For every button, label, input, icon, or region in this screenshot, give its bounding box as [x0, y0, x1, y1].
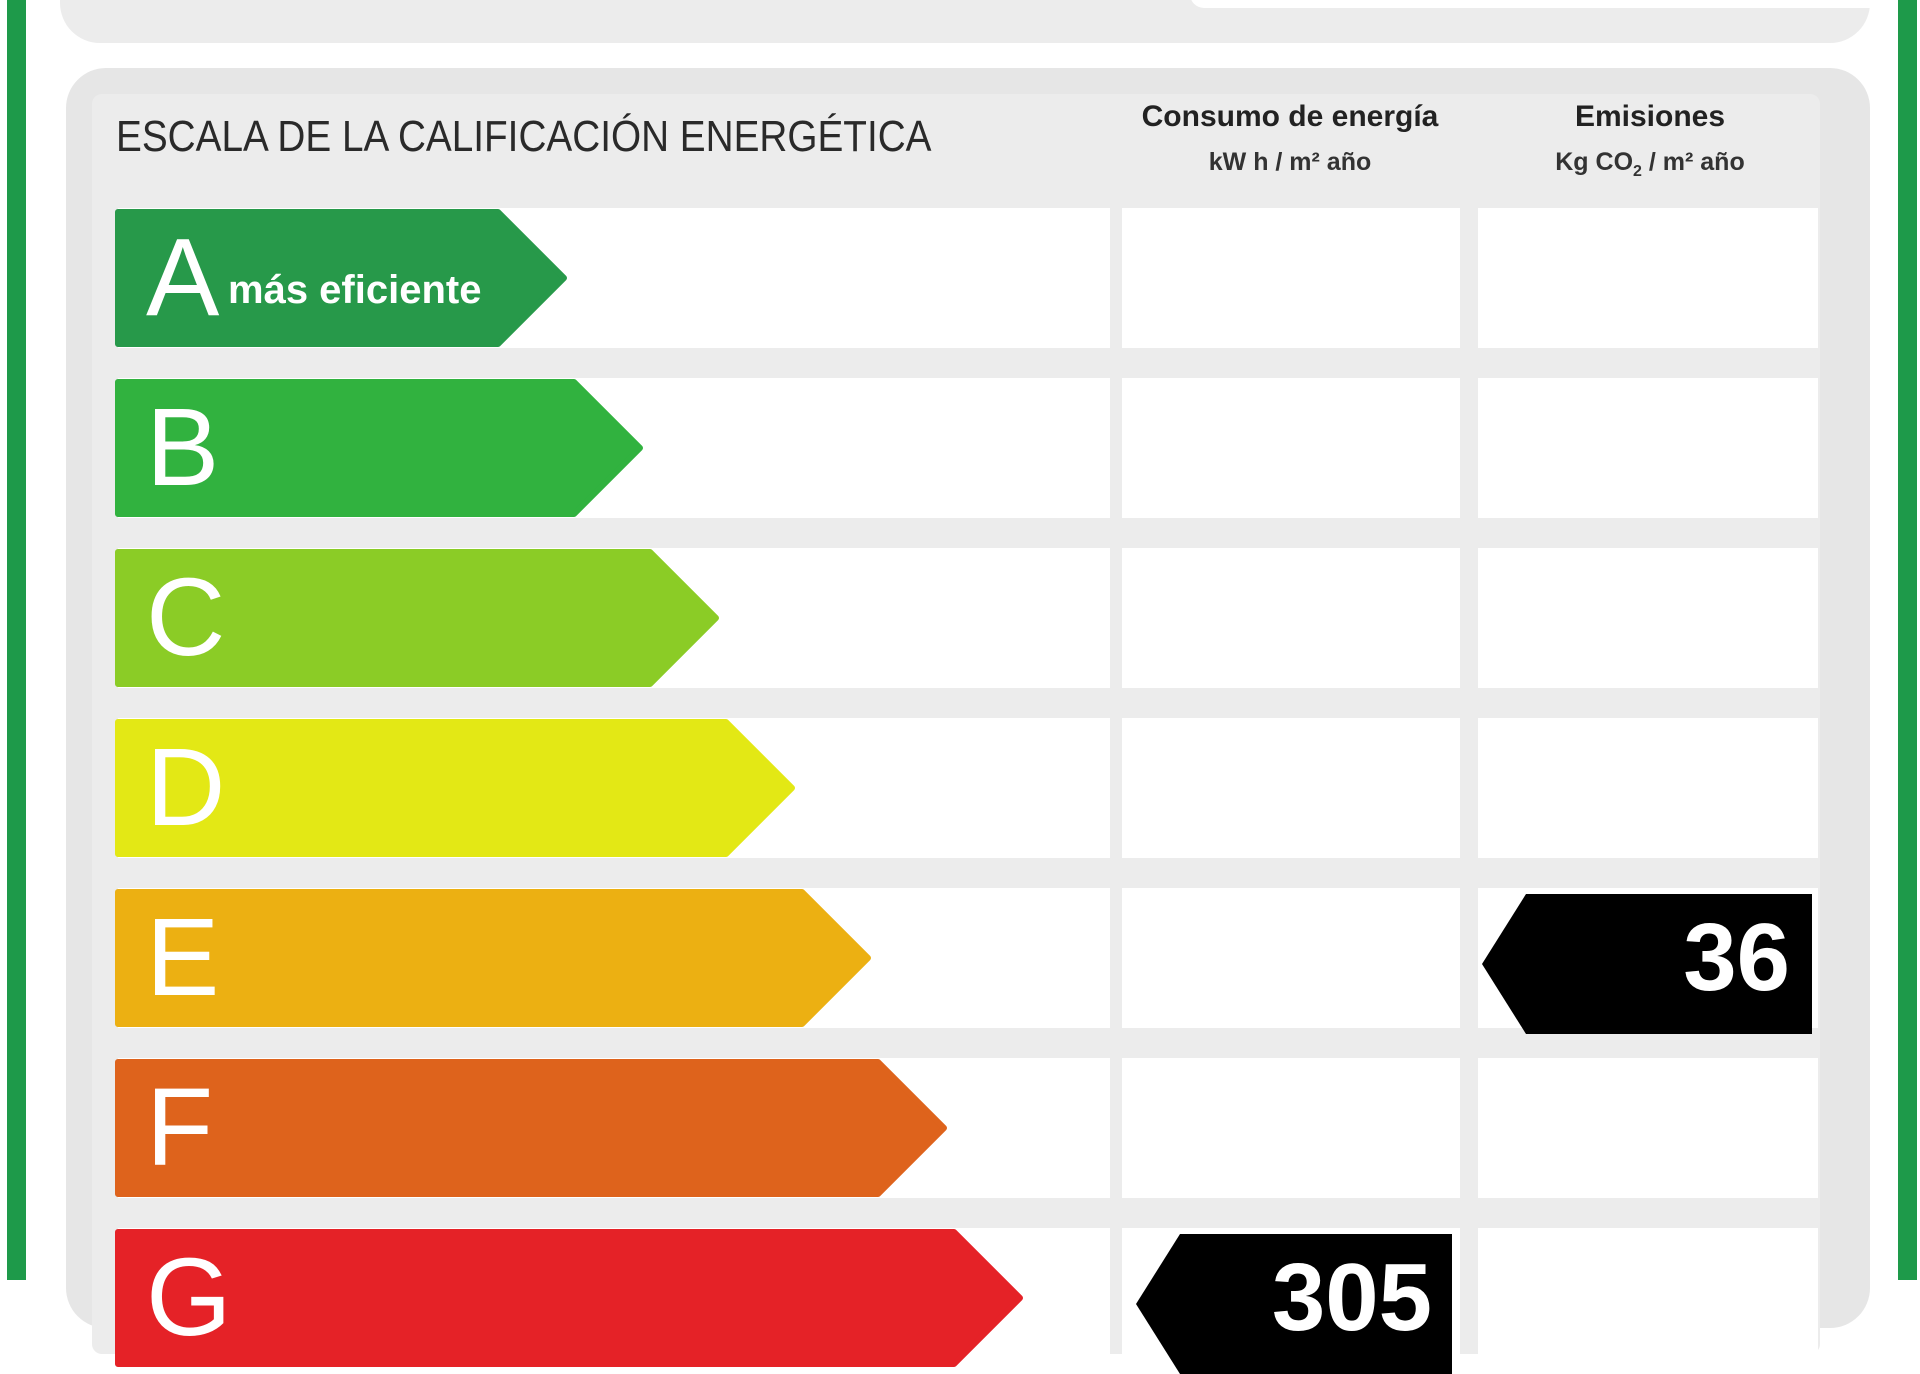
rating-arrow-shape: [115, 889, 871, 1027]
emissions-cell: [1478, 208, 1818, 348]
rating-bar-cell: C: [115, 548, 1110, 688]
energy-column-title: Consumo de energía: [1141, 100, 1439, 133]
rating-letter: D: [146, 726, 226, 849]
rating-arrow-b: [115, 379, 643, 517]
rating-letter: C: [146, 556, 226, 679]
emissions-cell: 36: [1478, 888, 1818, 1034]
rating-bar-cell: D: [115, 718, 1110, 858]
energy-cell: [1122, 208, 1460, 348]
rating-row-d: D: [115, 718, 1820, 858]
frame-left-border: [0, 0, 26, 1280]
energy-cell: [1122, 548, 1460, 688]
rating-arrow-shape: [115, 379, 643, 517]
rating-arrow-e: [115, 889, 871, 1027]
top-panel: [60, 0, 1887, 43]
rating-arrow-g: [115, 1229, 1023, 1367]
scale-title: ESCALA DE LA CALIFICACIÓN ENERGÉTICA: [116, 112, 932, 161]
rating-arrow-shape: [115, 719, 795, 857]
rating-arrow-f: [115, 1059, 947, 1197]
rating-bar-cell: E: [115, 888, 1110, 1028]
emissions-cell: [1478, 548, 1818, 688]
rating-arrow-d: [115, 719, 795, 857]
emissions-column-title: Emisiones: [1574, 100, 1726, 133]
rating-letter: A: [146, 216, 220, 339]
top-field: [1190, 0, 1887, 8]
energy-value: 305: [1271, 1244, 1432, 1351]
energy-cell: 305: [1122, 1228, 1460, 1374]
frame-right-border: [1898, 0, 1920, 1280]
emissions-cell: [1478, 1228, 1818, 1368]
rating-arrow-shape: [115, 1229, 1023, 1367]
rating-sublabel: más eficiente: [228, 268, 482, 312]
rating-letter: G: [146, 1236, 232, 1359]
emissions-indicator-shape: [1482, 894, 1812, 1034]
rating-arrow-shape: [115, 1059, 947, 1197]
rating-row-b: B: [115, 378, 1820, 518]
emissions-cell: [1478, 1058, 1818, 1198]
energy-column-unit: kW h / m² año: [1208, 148, 1372, 176]
emissions-unit-suffix: / m² año: [1641, 148, 1745, 176]
rating-arrow-c: [115, 549, 719, 687]
rating-letter: E: [146, 896, 220, 1019]
rating-row-f: F: [115, 1058, 1820, 1198]
rating-row-e: E 36: [115, 888, 1820, 1034]
rating-row-g: G 305: [115, 1228, 1820, 1374]
rating-row-c: C: [115, 548, 1820, 688]
emissions-column-unit: Kg CO2 / m² año: [1480, 140, 1820, 194]
emissions-indicator-arrow: [1482, 894, 1812, 1034]
emissions-unit-prefix: Kg CO: [1555, 148, 1634, 176]
rating-bar-cell: F: [115, 1058, 1110, 1198]
energy-cell: [1122, 888, 1460, 1028]
rating-bar-cell: G: [115, 1228, 1110, 1368]
emissions-value: 36: [1683, 904, 1790, 1011]
emissions-cell: [1478, 718, 1818, 858]
energy-cell: [1122, 378, 1460, 518]
rating-letter: B: [146, 386, 220, 509]
emissions-unit-sub: 2: [1633, 163, 1642, 180]
emissions-cell: [1478, 378, 1818, 518]
energy-cell: [1122, 718, 1460, 858]
rating-arrow-a: [115, 209, 567, 347]
rating-arrow-shape: [115, 549, 719, 687]
energy-cell: [1122, 1058, 1460, 1198]
energy-column-header: Consumo de energía kW h / m² año: [1120, 94, 1460, 184]
rating-letter: F: [146, 1066, 214, 1189]
rating-arrow-shape: [115, 209, 567, 347]
emissions-column-header: Emisiones Kg CO2 / m² año: [1480, 94, 1820, 194]
rating-bar-cell: B: [115, 378, 1110, 518]
